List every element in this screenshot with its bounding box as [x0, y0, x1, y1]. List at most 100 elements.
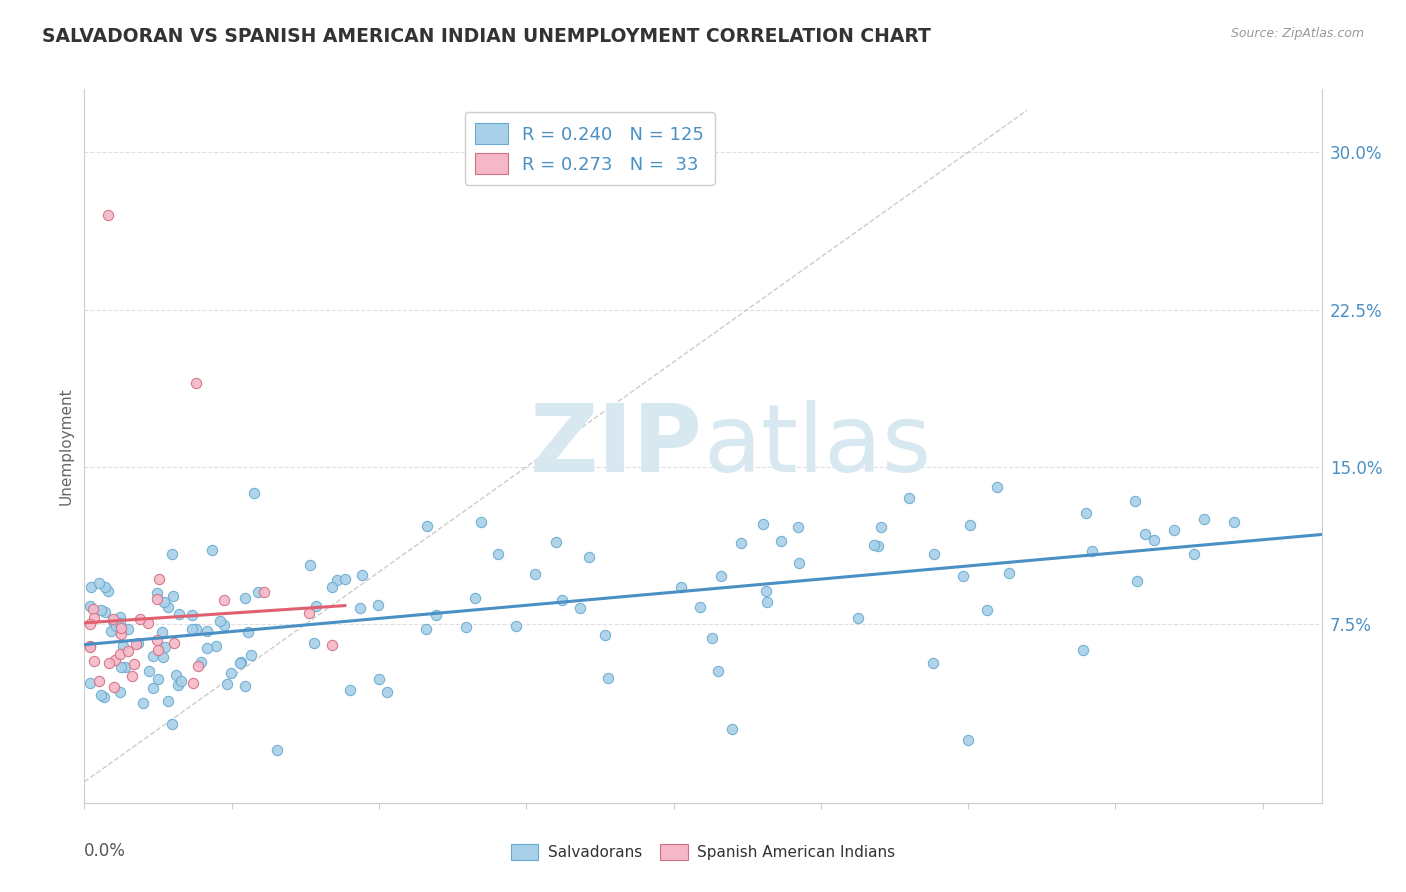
Point — [181, 676, 204, 690]
Point — [87, 674, 110, 689]
Point — [1163, 523, 1185, 537]
Point — [299, 558, 322, 573]
Point — [1081, 544, 1104, 558]
Point — [186, 376, 208, 390]
Point — [162, 589, 184, 603]
Point — [83, 610, 105, 624]
Point — [169, 673, 191, 688]
Point — [416, 518, 439, 533]
Point — [1133, 527, 1156, 541]
Point — [79, 616, 101, 631]
Point — [233, 591, 256, 605]
Point — [221, 665, 243, 680]
Point — [153, 640, 176, 655]
Point — [138, 664, 160, 678]
Point — [100, 624, 122, 638]
Point — [246, 585, 269, 599]
Point — [1143, 533, 1166, 548]
Point — [456, 620, 478, 634]
Point — [997, 566, 1019, 581]
Point — [233, 679, 256, 693]
Point — [523, 566, 546, 581]
Point — [153, 595, 176, 609]
Point — [755, 584, 778, 599]
Point — [117, 644, 139, 658]
Point — [152, 649, 174, 664]
Point — [367, 598, 389, 612]
Point — [215, 677, 238, 691]
Point — [184, 622, 207, 636]
Point — [187, 659, 209, 673]
Point — [180, 622, 202, 636]
Point — [160, 717, 183, 731]
Point — [425, 607, 447, 622]
Text: atlas: atlas — [703, 400, 931, 492]
Point — [108, 616, 131, 631]
Point — [122, 657, 145, 671]
Point — [1074, 506, 1097, 520]
Point — [304, 599, 326, 614]
Point — [160, 547, 183, 561]
Point — [111, 639, 134, 653]
Point — [302, 635, 325, 649]
Point — [470, 515, 492, 529]
Point — [142, 681, 165, 696]
Point — [229, 655, 252, 669]
Text: Source: ZipAtlas.com: Source: ZipAtlas.com — [1230, 27, 1364, 40]
Point — [87, 575, 110, 590]
Point — [959, 518, 981, 533]
Text: ZIP: ZIP — [530, 400, 703, 492]
Point — [922, 656, 945, 670]
Point — [117, 622, 139, 636]
Point — [142, 648, 165, 663]
Point — [486, 547, 509, 561]
Point — [862, 538, 884, 552]
Point — [253, 584, 276, 599]
Point — [689, 600, 711, 615]
Point — [195, 640, 218, 655]
Point — [93, 690, 115, 705]
Point — [1126, 574, 1149, 588]
Point — [321, 638, 343, 652]
Text: SALVADORAN VS SPANISH AMERICAN INDIAN UNEMPLOYMENT CORRELATION CHART: SALVADORAN VS SPANISH AMERICAN INDIAN UN… — [42, 27, 931, 45]
Point — [152, 625, 174, 640]
Point — [243, 485, 266, 500]
Point — [83, 654, 105, 668]
Point — [730, 536, 752, 550]
Point — [321, 580, 343, 594]
Point — [240, 648, 263, 662]
Point — [146, 643, 169, 657]
Point — [593, 627, 616, 641]
Point — [976, 602, 998, 616]
Point — [212, 618, 235, 632]
Point — [79, 599, 101, 614]
Point — [266, 743, 288, 757]
Point — [181, 607, 204, 622]
Point — [505, 619, 527, 633]
Point — [127, 636, 149, 650]
Point — [104, 618, 127, 632]
Point — [598, 671, 620, 685]
Point — [952, 568, 974, 582]
Point — [80, 580, 103, 594]
Point — [110, 627, 132, 641]
Point — [146, 673, 169, 687]
Point — [868, 539, 890, 553]
Point — [755, 595, 778, 609]
Point — [787, 556, 810, 570]
Point — [415, 622, 437, 636]
Point — [236, 624, 259, 639]
Point — [229, 656, 252, 670]
Point — [110, 609, 132, 624]
Point — [1125, 493, 1147, 508]
Point — [90, 603, 112, 617]
Point — [101, 612, 124, 626]
Point — [79, 676, 101, 690]
Point — [1192, 512, 1215, 526]
Point — [349, 601, 371, 615]
Point — [898, 491, 921, 506]
Point — [201, 543, 224, 558]
Point — [79, 639, 101, 653]
Point — [103, 681, 125, 695]
Point — [710, 569, 733, 583]
